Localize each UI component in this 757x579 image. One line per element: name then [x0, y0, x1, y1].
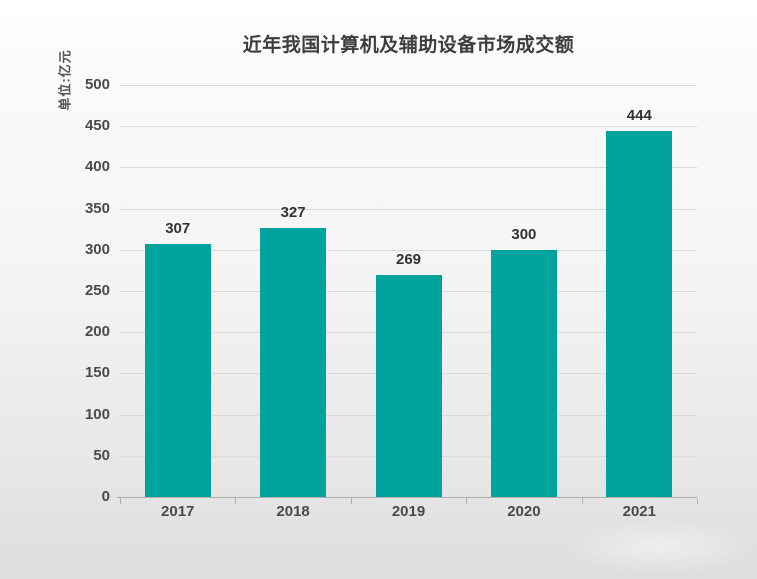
gridline-450 [120, 126, 697, 128]
gridline-300 [120, 249, 697, 251]
gridline-350 [120, 208, 697, 210]
y-tick-label-500: 500 [84, 76, 110, 93]
chart-title: 近年我国计算机及辅助设备市场成交额 [242, 35, 575, 56]
x-axis-line [117, 497, 697, 498]
bar-2017 [144, 244, 211, 497]
x-axis-tick [697, 498, 698, 504]
y-tick-label-100: 100 [84, 405, 110, 423]
y-tick-label-350: 350 [84, 199, 110, 217]
x-axis-tick [466, 498, 468, 504]
x-axis-tick [235, 498, 237, 504]
bar-2019 [375, 275, 442, 497]
y-tick-label-400: 400 [84, 158, 110, 176]
bar-value-label-2019: 269 [395, 251, 422, 269]
x-axis-label-2018: 2018 [276, 503, 310, 520]
y-tick-label-300: 300 [84, 240, 110, 258]
bar-2018 [260, 227, 327, 497]
y-tick-label-0: 0 [101, 488, 110, 505]
plot-area: 307 2017 327 2018 269 2019 300 2020 444 2021 [117, 85, 698, 520]
bar-value-label-2017: 307 [165, 220, 191, 238]
window-top-strip [0, 0, 757, 13]
x-axis-label-2017: 2017 [161, 503, 195, 520]
x-axis-label-2021: 2021 [622, 503, 656, 520]
y-tick-label-150: 150 [84, 364, 110, 382]
bar-value-label-2021: 444 [626, 107, 652, 125]
bar-2020 [490, 249, 557, 497]
x-axis-tick [120, 498, 121, 504]
watermark-area [565, 520, 755, 575]
x-axis-tick [350, 498, 352, 504]
x-axis-tick [581, 498, 583, 504]
gridline-400 [120, 167, 697, 169]
bar-value-label-2018: 327 [280, 203, 306, 221]
bar-value-label-2020: 300 [511, 225, 537, 243]
y-tick-label-250: 250 [84, 282, 110, 299]
gridline-500 [120, 85, 697, 86]
x-axis-label-2020: 2020 [507, 503, 541, 520]
bar-2021 [606, 131, 673, 497]
y-tick-label-450: 450 [84, 117, 110, 135]
x-axis-label-2019: 2019 [391, 503, 426, 520]
y-tick-label-50: 50 [93, 446, 110, 464]
y-tick-label-200: 200 [84, 323, 110, 341]
